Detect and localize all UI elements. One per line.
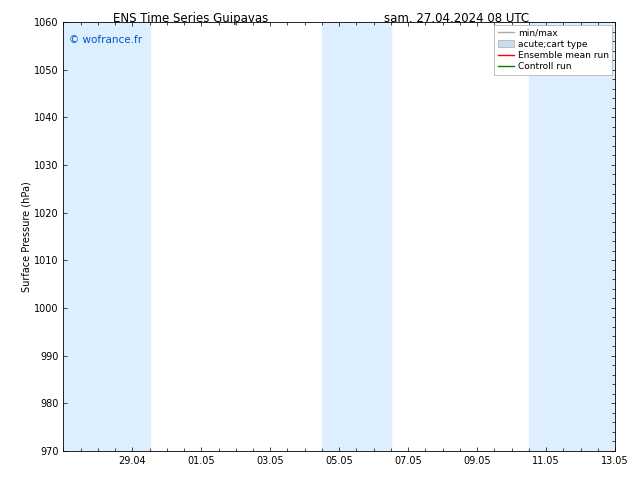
Legend: min/max, acute;cart type, Ensemble mean run, Controll run: min/max, acute;cart type, Ensemble mean … — [494, 25, 612, 75]
Text: © wofrance.fr: © wofrance.fr — [69, 35, 142, 45]
Text: sam. 27.04.2024 08 UTC: sam. 27.04.2024 08 UTC — [384, 12, 529, 25]
Text: ENS Time Series Guipavas: ENS Time Series Guipavas — [113, 12, 268, 25]
Bar — [63, 22, 150, 451]
Y-axis label: Surface Pressure (hPa): Surface Pressure (hPa) — [21, 181, 31, 292]
Bar — [529, 22, 615, 451]
Bar — [322, 22, 391, 451]
